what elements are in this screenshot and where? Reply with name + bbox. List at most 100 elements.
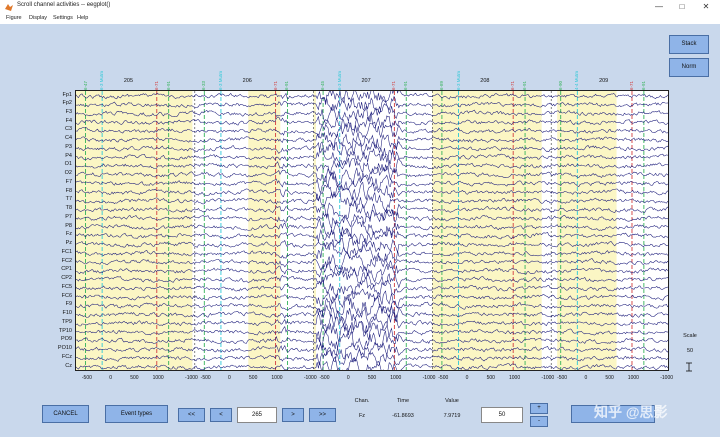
x-tick-label: -500 xyxy=(319,375,330,381)
x-tick-label: -500 xyxy=(81,375,92,381)
event-label: 6-71 xyxy=(153,80,159,90)
event-label: 6-71 xyxy=(628,80,634,90)
channel-trace xyxy=(76,341,668,360)
stack-button[interactable]: Stack xyxy=(669,35,709,54)
x-tick-label: -500 xyxy=(438,375,449,381)
channel-trace xyxy=(76,91,668,104)
event-types-button[interactable]: Event types xyxy=(105,405,168,423)
channel-trace xyxy=(76,320,668,344)
epoch-highlight xyxy=(248,91,281,370)
channel-trace xyxy=(76,200,668,221)
menu-figure[interactable]: Figure xyxy=(6,15,22,21)
event-label: 6-91 xyxy=(640,80,646,90)
channel-label: T7 xyxy=(65,196,72,203)
scale-field[interactable]: 50 xyxy=(481,407,523,423)
epoch-number-label: 206 xyxy=(242,78,252,84)
event-label: 6-89 xyxy=(438,80,444,90)
x-tick-label: -500 xyxy=(557,375,568,381)
channel-label: F9 xyxy=(65,301,72,308)
event-label: 6-91 xyxy=(522,80,528,90)
channel-label: FC5 xyxy=(61,283,72,290)
channel-label: P4 xyxy=(65,152,72,159)
channel-label: C3 xyxy=(64,126,72,133)
channel-label: F7 xyxy=(65,178,72,185)
channel-trace xyxy=(76,311,668,336)
matlab-app-icon xyxy=(5,4,13,11)
menu-display[interactable]: Display xyxy=(29,15,48,21)
menu-settings[interactable]: Settings xyxy=(53,15,73,21)
channel-trace xyxy=(76,269,668,289)
event-label: 6-90 xyxy=(557,80,563,90)
maximize-button[interactable]: □ xyxy=(679,2,685,11)
channel-label: F3 xyxy=(65,108,72,115)
channel-label: TP10 xyxy=(58,327,72,334)
x-tick-label: -1000 xyxy=(660,375,674,381)
channel-trace xyxy=(76,171,668,194)
epoch-number-field[interactable]: 265 xyxy=(237,407,277,423)
event-label: 6-33 xyxy=(201,80,207,90)
x-tick-label: 500 xyxy=(486,375,495,381)
scale-up-button[interactable]: + xyxy=(530,403,548,414)
event-label: 6-91 xyxy=(403,80,409,90)
event-label: 6-71 xyxy=(510,80,516,90)
cancel-button[interactable]: CANCEL xyxy=(42,405,89,423)
channel-trace xyxy=(76,95,668,115)
channel-label: FC6 xyxy=(61,292,72,299)
watermark: 知乎 @思影 xyxy=(594,404,668,420)
x-tick-label: 0 xyxy=(346,375,350,381)
minimize-button[interactable]: — xyxy=(655,2,663,11)
epoch-highlight xyxy=(313,91,316,370)
channel-trace xyxy=(76,208,668,229)
norm-button[interactable]: Norm xyxy=(669,58,709,77)
x-tick-label: -1000 xyxy=(541,375,555,381)
channel-label: F8 xyxy=(65,187,72,194)
scale-down-button[interactable]: - xyxy=(530,416,548,427)
window-title: Scroll channel activities -- eegplot() xyxy=(17,2,111,8)
first-epoch-button[interactable]: << xyxy=(178,408,205,422)
x-tick-label: 1000 xyxy=(627,375,639,381)
close-button[interactable]: ✕ xyxy=(702,2,710,11)
channel-label: O1 xyxy=(64,161,72,168)
epoch-number-label: 207 xyxy=(361,78,371,84)
x-tick-label: 1000 xyxy=(271,375,283,381)
x-tick-label: -1000 xyxy=(303,375,317,381)
epoch-number-label: 208 xyxy=(480,78,490,84)
channel-label: FCz xyxy=(61,353,72,360)
channel-trace xyxy=(76,131,668,150)
x-tick-label: 1000 xyxy=(508,375,521,381)
channel-trace xyxy=(76,242,668,262)
channel-label: O2 xyxy=(64,170,72,177)
eeg-plot-area[interactable] xyxy=(75,90,669,371)
channel-label: F10 xyxy=(62,310,72,317)
epoch-number-label: 209 xyxy=(599,78,609,84)
event-label: 6-3 Mutm xyxy=(99,70,105,90)
menu-help[interactable]: Help xyxy=(77,15,89,21)
next-epoch-button[interactable]: > xyxy=(282,408,304,422)
x-tick-label: 1000 xyxy=(390,375,402,381)
prev-epoch-button[interactable]: < xyxy=(210,408,232,422)
event-label: 4-4 Mutm xyxy=(574,70,580,90)
channel-label: TP9 xyxy=(61,318,72,325)
x-tick-label: 500 xyxy=(130,375,139,381)
channel-trace xyxy=(76,121,668,139)
channel-label: P8 xyxy=(65,222,72,229)
event-label: 6-71 xyxy=(272,80,278,90)
channel-label: PO9 xyxy=(60,336,72,343)
channel-label: P3 xyxy=(65,143,72,150)
event-labels-area: 6-47 6-3 Mutm 6-71 6-91 205 6-33 6-3 Mutm 6-71 6… xyxy=(75,30,669,90)
channel-trace xyxy=(76,251,668,275)
chan-label: Chan. xyxy=(354,398,370,404)
channel-label: Fz xyxy=(65,231,72,238)
channel-label: CP2 xyxy=(61,275,72,282)
channel-trace xyxy=(76,356,668,370)
channel-label: C4 xyxy=(64,135,72,142)
channel-label: Fp2 xyxy=(62,100,72,107)
event-label: 6-3 Mutm xyxy=(455,70,461,90)
x-tick-label: 0 xyxy=(465,375,469,381)
event-label: 6-3 Mutm xyxy=(217,70,223,90)
x-tick-label: 500 xyxy=(249,375,258,381)
channel-trace xyxy=(76,327,668,350)
last-epoch-button[interactable]: >> xyxy=(309,408,336,422)
channel-trace xyxy=(76,157,668,175)
reject-button[interactable] xyxy=(571,405,655,423)
